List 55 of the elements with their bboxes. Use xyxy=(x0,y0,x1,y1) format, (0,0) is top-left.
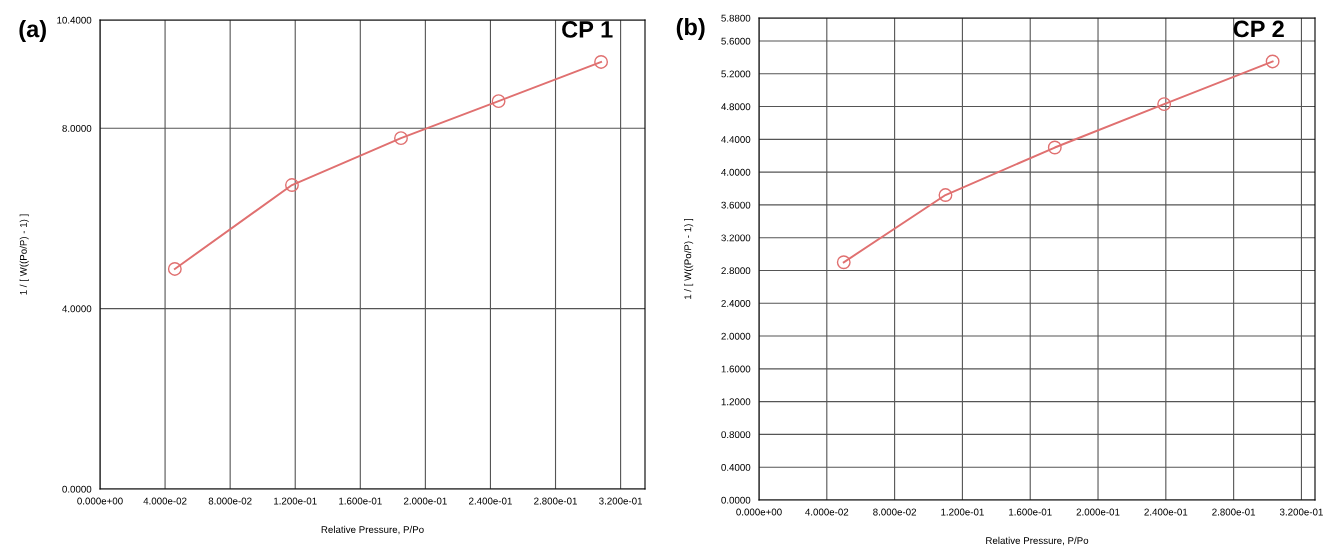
point xyxy=(1047,140,1062,155)
x-tick-label: 1.200e-01 xyxy=(941,508,984,516)
y-axis-title: 1 / [ W((Po/P) - 1) ] xyxy=(19,214,29,295)
point xyxy=(491,94,506,109)
y-tick-label: 0.0000 xyxy=(721,496,751,504)
x-tick-label: 8.000e-02 xyxy=(208,497,252,505)
x-tick-label: 1.600e-01 xyxy=(339,497,382,505)
x-tick-label: 4.000e-02 xyxy=(805,508,849,516)
y-tick-label: 4.0000 xyxy=(62,305,92,313)
y-tick-label: 4.0000 xyxy=(721,168,751,176)
x-tick-label: 2.800e-01 xyxy=(534,497,577,505)
point xyxy=(938,188,953,203)
y-tick-label: 1.6000 xyxy=(721,365,751,373)
y-tick-label: 5.2000 xyxy=(721,70,751,78)
point xyxy=(836,255,851,270)
series-label: CP 1 xyxy=(562,21,613,38)
x-tick-label: 8.000e-02 xyxy=(873,508,917,516)
y-tick-label: 3.6000 xyxy=(721,201,751,209)
y-tick-label: 0.8000 xyxy=(721,431,751,439)
x-tick-label: 2.000e-01 xyxy=(403,497,447,505)
x-tick-label: 2.400e-01 xyxy=(469,497,512,505)
y-tick-label: 4.4000 xyxy=(721,136,751,143)
point xyxy=(167,261,182,276)
point xyxy=(1157,97,1172,112)
point xyxy=(594,54,609,69)
y-tick-label: 0.4000 xyxy=(721,463,751,471)
x-tick-label: 1.200e-01 xyxy=(274,497,317,505)
y-tick-label: 2.4000 xyxy=(721,300,751,307)
chart-title: (a) xyxy=(19,20,46,43)
y-tick-label: 2.0000 xyxy=(721,332,751,340)
x-tick-label: 2.400e-01 xyxy=(1144,508,1188,516)
y-tick-label: 2.8000 xyxy=(721,267,751,275)
x-tick-label: 0.000e+00 xyxy=(736,508,782,516)
x-axis-title: Relative Pressure, P/Po xyxy=(986,536,1089,546)
x-tick-label: 1.600e-01 xyxy=(1009,508,1052,516)
y-tick-label: 3.2000 xyxy=(721,234,751,242)
y-tick-label: 1.2000 xyxy=(721,398,751,406)
point xyxy=(285,178,299,192)
y-tick-label: 8.0000 xyxy=(62,124,92,132)
x-tick-label: 0.000e+00 xyxy=(77,497,123,505)
y-axis-title: 1 / [ W((Po/P) - 1) ] xyxy=(684,218,694,300)
y-tick-label: 10.4000 xyxy=(57,16,92,24)
chart-title: (b) xyxy=(676,18,705,41)
y-tick-label: 4.8000 xyxy=(721,103,751,111)
x-axis-title: Relative Pressure, P/Po xyxy=(321,525,424,535)
point xyxy=(1265,54,1280,69)
point xyxy=(394,131,408,146)
x-tick-label: 2.800e-01 xyxy=(1212,508,1256,516)
x-tick-label: 2.000e-01 xyxy=(1076,508,1120,516)
y-tick-label: 5.6000 xyxy=(721,37,751,45)
x-tick-label: 3.200e-01 xyxy=(599,497,643,505)
x-tick-label: 4.000e-02 xyxy=(143,497,187,505)
y-tick-label: 0.0000 xyxy=(62,485,92,493)
y-tick-label: 5.8800 xyxy=(721,14,751,22)
x-tick-label: 3.200e-01 xyxy=(1279,508,1323,516)
